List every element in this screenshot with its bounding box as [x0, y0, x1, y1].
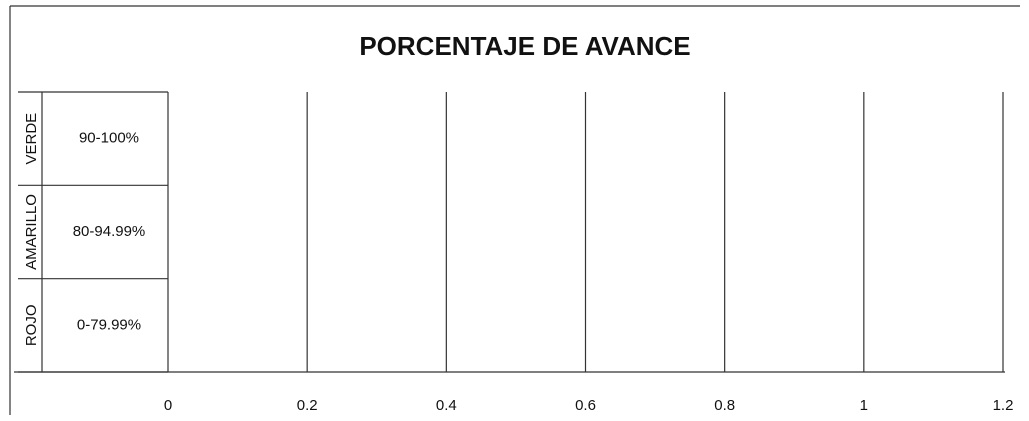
- group-label: VERDE: [23, 113, 40, 165]
- category-label: 90-100%: [79, 130, 139, 147]
- chart-title: PORCENTAJE DE AVANCE: [359, 31, 690, 61]
- x-tick-label: 0.6: [575, 397, 596, 414]
- x-tick-label: 0.2: [297, 397, 318, 414]
- category-label: 0-79.99%: [77, 316, 141, 333]
- group-label: ROJO: [23, 304, 40, 346]
- x-tick-label: 0.8: [714, 397, 735, 414]
- category-label: 80-94.99%: [73, 223, 146, 240]
- x-tick-label: 1.2: [993, 397, 1014, 414]
- x-tick-label: 0: [164, 397, 172, 414]
- group-label: AMARILLO: [23, 194, 40, 270]
- x-tick-label: 1: [860, 397, 868, 414]
- x-tick-label: 0.4: [436, 397, 457, 414]
